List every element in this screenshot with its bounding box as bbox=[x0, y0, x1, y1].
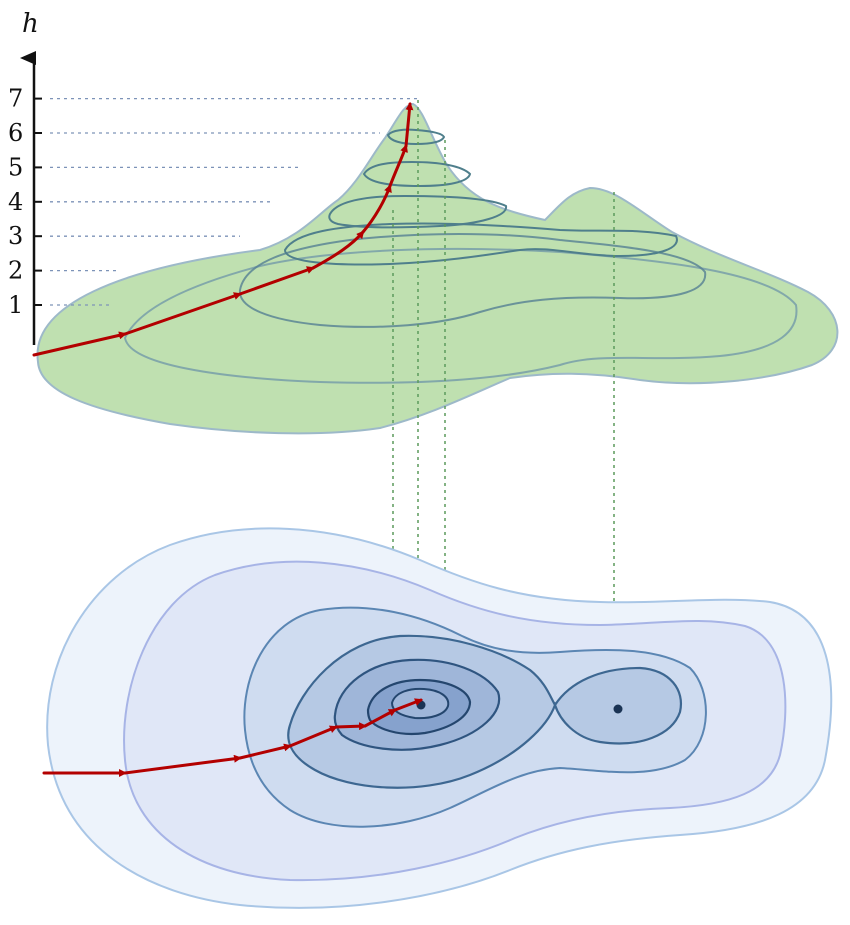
surface-body bbox=[36, 102, 839, 435]
path-segment bbox=[361, 184, 392, 234]
contour-map bbox=[46, 527, 833, 909]
axis-tick-label: 2 bbox=[8, 257, 23, 285]
path-segment bbox=[404, 102, 414, 148]
path-segment bbox=[238, 743, 292, 760]
path-segment bbox=[393, 698, 423, 712]
surface-contour-4 bbox=[328, 194, 507, 229]
surface-3d bbox=[36, 102, 839, 435]
path-segment bbox=[123, 754, 242, 775]
ascent-path-map bbox=[42, 698, 423, 777]
axis-tick-label: 4 bbox=[8, 188, 23, 216]
axis-tick-label: 7 bbox=[8, 85, 23, 113]
axis-ticks: 1 2 3 4 5 6 7 bbox=[8, 85, 418, 319]
axis-label: h bbox=[22, 9, 39, 39]
path-segment bbox=[311, 230, 365, 270]
surface-contour-1 bbox=[123, 247, 798, 384]
peak-marker-secondary bbox=[613, 704, 623, 714]
path-segment bbox=[388, 144, 408, 188]
path-segment bbox=[123, 292, 242, 336]
path-segment bbox=[32, 331, 127, 357]
axis-tick-label: 3 bbox=[8, 222, 23, 250]
ascent-path-3d bbox=[32, 102, 414, 357]
path-segment bbox=[334, 722, 367, 731]
height-axis: h 1 2 3 4 5 6 7 bbox=[8, 9, 418, 345]
axis-tick-label: 1 bbox=[8, 291, 23, 319]
axis-tick-label: 5 bbox=[8, 153, 23, 181]
surface-contour-2 bbox=[238, 233, 707, 328]
axis-tick-label: 6 bbox=[8, 119, 23, 147]
path-segment bbox=[288, 725, 338, 748]
surface-contour-3 bbox=[283, 222, 678, 266]
path-segment bbox=[363, 708, 397, 728]
surface-contour-5 bbox=[362, 160, 472, 188]
path-segment bbox=[238, 266, 315, 296]
